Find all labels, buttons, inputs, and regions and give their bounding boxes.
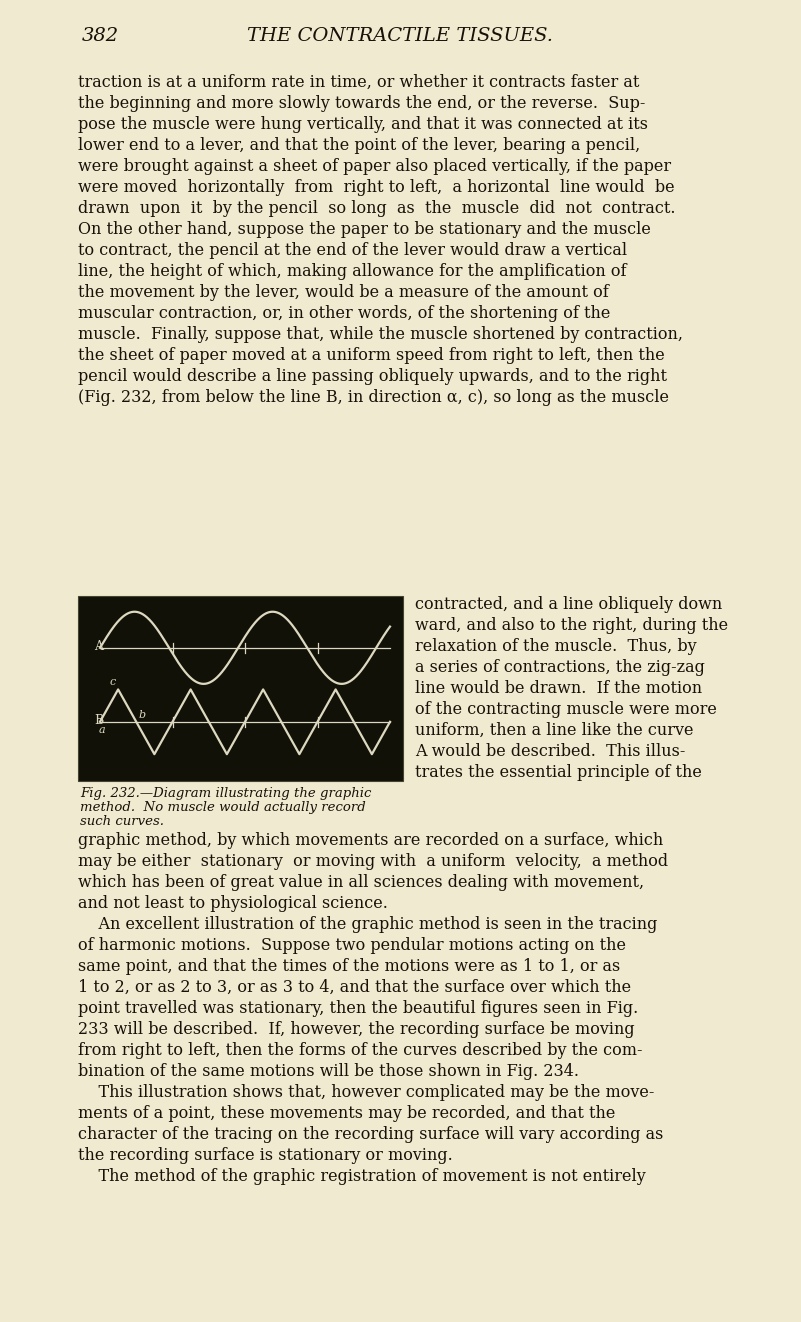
Text: such curves.: such curves. <box>80 814 164 828</box>
Bar <box>78 596 403 781</box>
Text: uniform, then a line like the curve: uniform, then a line like the curve <box>415 722 694 739</box>
Text: a: a <box>99 724 106 735</box>
Text: pencil would describe a line passing obliquely upwards, and to the right: pencil would describe a line passing obl… <box>78 368 667 385</box>
Text: On the other hand, suppose the paper to be stationary and the muscle: On the other hand, suppose the paper to … <box>78 221 651 238</box>
Text: of harmonic motions.  Suppose two pendular motions acting on the: of harmonic motions. Suppose two pendula… <box>78 937 626 954</box>
Text: A would be described.  This illus-: A would be described. This illus- <box>415 743 686 760</box>
Text: traction is at a uniform rate in time, or whether it contracts faster at: traction is at a uniform rate in time, o… <box>78 74 639 91</box>
Text: relaxation of the muscle.  Thus, by: relaxation of the muscle. Thus, by <box>415 639 697 654</box>
Text: trates the essential principle of the: trates the essential principle of the <box>415 764 702 781</box>
Text: method.  No muscle would actually record: method. No muscle would actually record <box>80 801 366 814</box>
Text: An excellent illustration of the graphic method is seen in the tracing: An excellent illustration of the graphic… <box>78 916 658 933</box>
Text: ward, and also to the right, during the: ward, and also to the right, during the <box>415 617 728 635</box>
Text: character of the tracing on the recording surface will vary according as: character of the tracing on the recordin… <box>78 1126 663 1144</box>
Text: the sheet of paper moved at a uniform speed from right to left, then the: the sheet of paper moved at a uniform sp… <box>78 346 665 364</box>
Text: which has been of great value in all sciences dealing with movement,: which has been of great value in all sci… <box>78 874 644 891</box>
Text: THE CONTRACTILE TISSUES.: THE CONTRACTILE TISSUES. <box>247 26 553 45</box>
Text: to contract, the pencil at the end of the lever would draw a vertical: to contract, the pencil at the end of th… <box>78 242 627 259</box>
Text: bination of the same motions will be those shown in Fig. 234.: bination of the same motions will be tho… <box>78 1063 579 1080</box>
Text: the beginning and more slowly towards the end, or the reverse.  Sup-: the beginning and more slowly towards th… <box>78 95 646 112</box>
Text: lower end to a lever, and that the point of the lever, bearing a pencil,: lower end to a lever, and that the point… <box>78 137 640 153</box>
Text: b: b <box>139 710 145 719</box>
Text: from right to left, then the forms of the curves described by the com-: from right to left, then the forms of th… <box>78 1042 642 1059</box>
Text: 1 to 2, or as 2 to 3, or as 3 to 4, and that the surface over which the: 1 to 2, or as 2 to 3, or as 3 to 4, and … <box>78 980 631 995</box>
Text: the movement by the lever, would be a measure of the amount of: the movement by the lever, would be a me… <box>78 284 609 301</box>
Text: of the contracting muscle were more: of the contracting muscle were more <box>415 701 717 718</box>
Text: a series of contractions, the zig-zag: a series of contractions, the zig-zag <box>415 658 705 676</box>
Text: point travelled was stationary, then the beautiful figures seen in Fig.: point travelled was stationary, then the… <box>78 999 638 1017</box>
Text: muscular contraction, or, in other words, of the shortening of the: muscular contraction, or, in other words… <box>78 305 610 323</box>
Text: This illustration shows that, however complicated may be the move-: This illustration shows that, however co… <box>78 1084 654 1101</box>
Text: The method of the graphic registration of movement is not entirely: The method of the graphic registration o… <box>78 1169 646 1185</box>
Text: muscle.  Finally, suppose that, while the muscle shortened by contraction,: muscle. Finally, suppose that, while the… <box>78 327 683 342</box>
Text: Fig. 232.—Diagram illustrating the graphic: Fig. 232.—Diagram illustrating the graph… <box>80 787 372 800</box>
Text: the recording surface is stationary or moving.: the recording surface is stationary or m… <box>78 1147 453 1163</box>
Text: c: c <box>110 677 116 687</box>
Text: drawn  upon  it  by the pencil  so long  as  the  muscle  did  not  contract.: drawn upon it by the pencil so long as t… <box>78 200 675 217</box>
Text: (Fig. 232, from below the line B, in direction α, c), so long as the muscle: (Fig. 232, from below the line B, in dir… <box>78 389 669 406</box>
Text: and not least to physiological science.: and not least to physiological science. <box>78 895 388 912</box>
Text: ments of a point, these movements may be recorded, and that the: ments of a point, these movements may be… <box>78 1105 615 1122</box>
Text: may be either  stationary  or moving with  a uniform  velocity,  a method: may be either stationary or moving with … <box>78 853 668 870</box>
Text: were brought against a sheet of paper also placed vertically, if the paper: were brought against a sheet of paper al… <box>78 159 671 175</box>
Text: pose the muscle were hung vertically, and that it was connected at its: pose the muscle were hung vertically, an… <box>78 116 648 134</box>
Text: contracted, and a line obliquely down: contracted, and a line obliquely down <box>415 596 723 613</box>
Text: were moved  horizontally  from  right to left,  a horizontal  line would  be: were moved horizontally from right to le… <box>78 178 674 196</box>
Text: 382: 382 <box>82 26 119 45</box>
Text: 233 will be described.  If, however, the recording surface be moving: 233 will be described. If, however, the … <box>78 1021 634 1038</box>
Text: B: B <box>94 714 103 727</box>
Text: same point, and that the times of the motions were as 1 to 1, or as: same point, and that the times of the mo… <box>78 958 620 976</box>
Text: line, the height of which, making allowance for the amplification of: line, the height of which, making allowa… <box>78 263 626 280</box>
Text: A: A <box>94 640 103 653</box>
Text: line would be drawn.  If the motion: line would be drawn. If the motion <box>415 680 702 697</box>
Text: graphic method, by which movements are recorded on a surface, which: graphic method, by which movements are r… <box>78 832 663 849</box>
